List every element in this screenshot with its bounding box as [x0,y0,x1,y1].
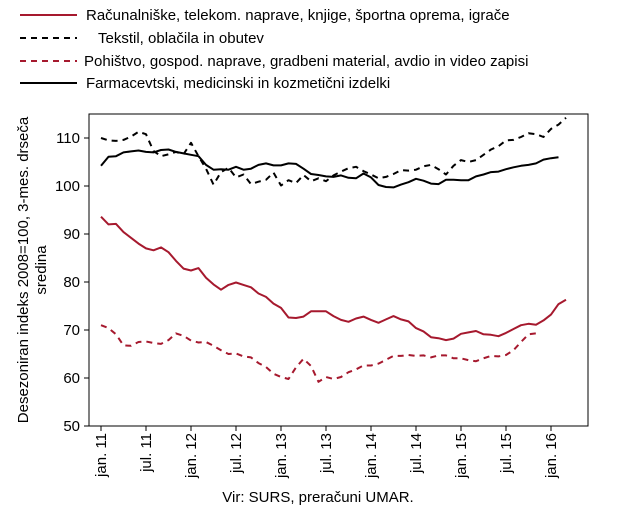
series-line-4 [100,148,559,189]
y-tick-label: 70 [63,322,80,339]
series-line-2 [100,117,567,187]
x-tick-label: jul. 13 [318,433,335,474]
series-line-1 [100,216,567,342]
y-tick-label: 80 [63,274,80,291]
x-tick-label: jan. 15 [453,433,470,479]
x-tick-label: jan. 12 [183,433,200,479]
y-axis: 50 60 70 80 90 100 110 [55,130,89,435]
x-tick-label: jul. 12 [228,433,245,474]
legend-label-1: Računalniške, telekom. naprave, knjige, … [86,7,510,24]
legend-label-2: Tekstil, oblačila in obutev [98,30,264,47]
x-tick-label: jul. 11 [138,433,155,473]
y-axis-title: Desezoniran indeks 2008=100, 3-mes. drse… [15,116,50,423]
x-tick-label: jan. 13 [273,433,290,479]
series-line-3 [100,324,537,383]
legend-label-3: Pohištvo, gospod. naprave, gradbeni mate… [84,53,528,70]
x-tick-label: jan. 16 [543,433,560,479]
y-tick-label: 60 [63,370,80,387]
plot-frame [88,113,589,427]
x-tick-label: jan. 11 [93,433,110,478]
x-axis: jan. 11 jul. 11 jan. 12 jul. 12 jan. 13 jul. … [93,426,560,479]
legend-label-4: Farmacevtski, medicinski in kozmetični i… [86,75,390,92]
y-tick-label: 90 [63,226,80,243]
y-tick-label: 50 [63,418,80,435]
y-tick-label: 110 [56,130,80,147]
x-tick-label: jan. 14 [363,433,380,479]
y-tick-label: 100 [55,178,80,195]
series-layer [100,117,567,383]
source-note: Vir: SURS, preračuni UMAR. [222,489,413,506]
x-tick-label: jul. 14 [408,433,425,474]
legend: Računalniške, telekom. naprave, knjige, … [20,7,528,92]
x-tick-label: jul. 15 [498,433,515,474]
